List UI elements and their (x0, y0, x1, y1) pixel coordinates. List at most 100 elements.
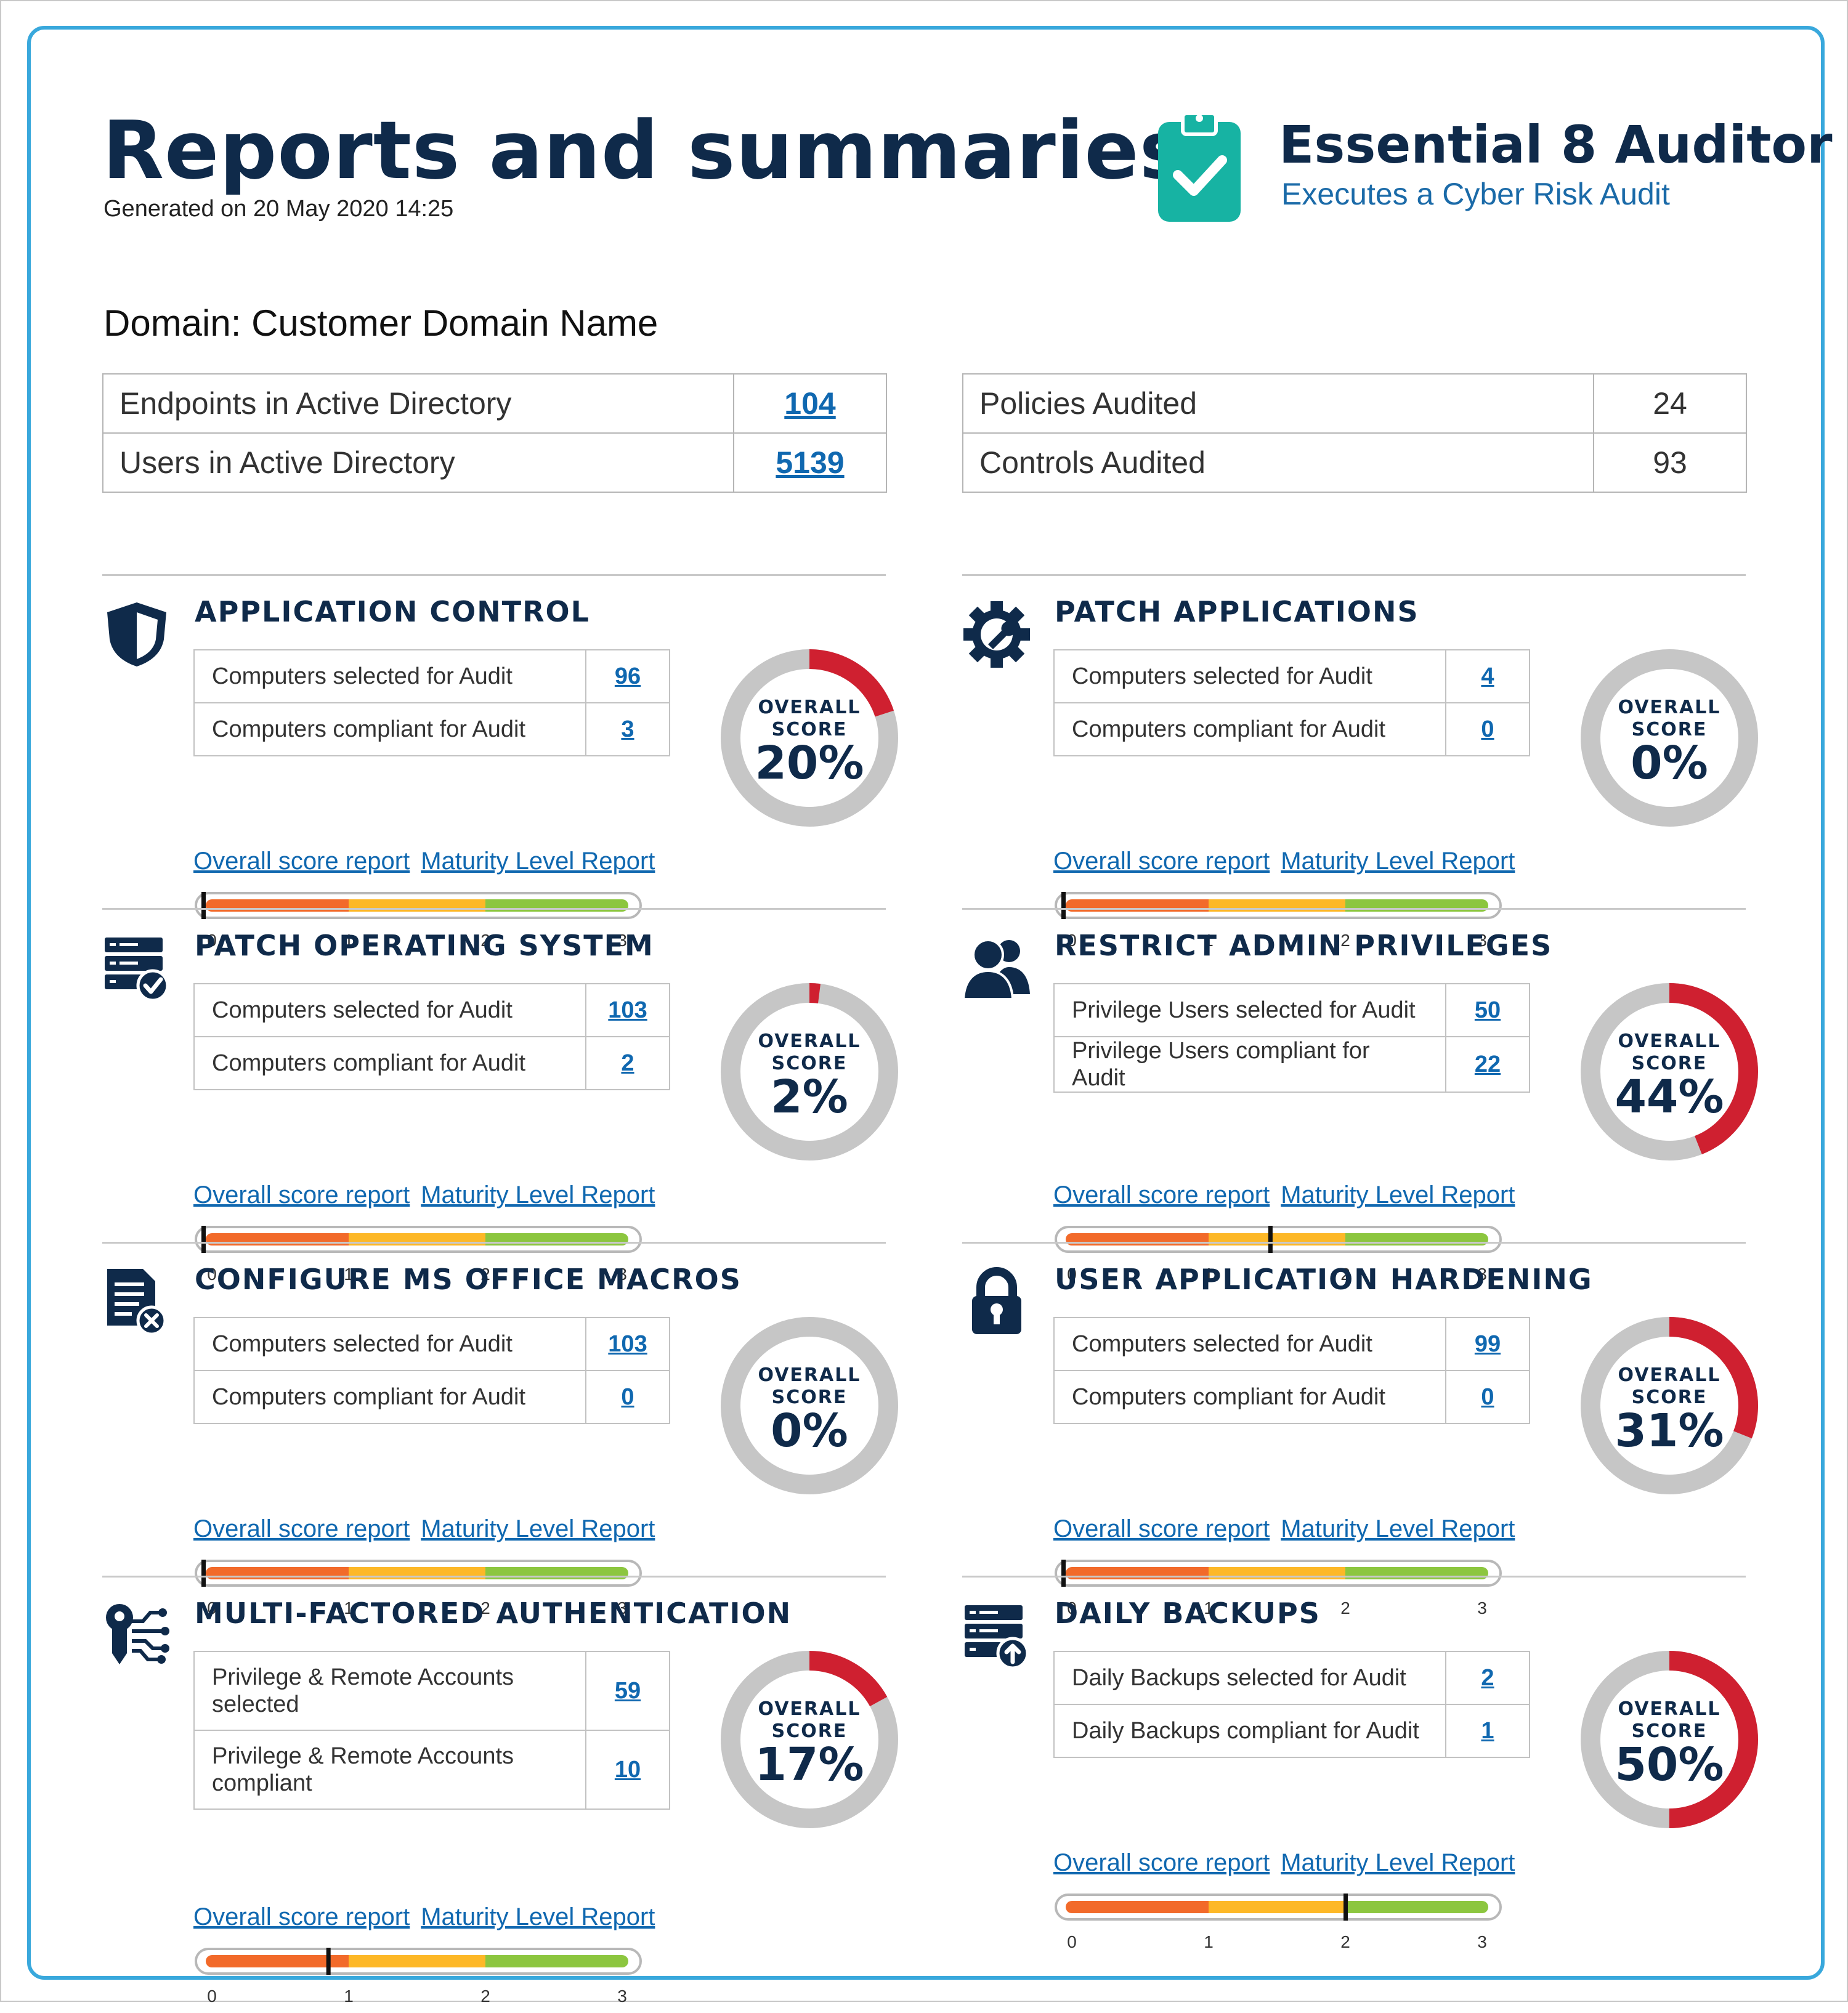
report-links: Overall score report Maturity Level Repor… (193, 1903, 666, 1931)
maturity-level-report-link[interactable]: Maturity Level Report (1281, 1181, 1515, 1209)
stats-value-link[interactable]: 99 (1474, 1331, 1501, 1357)
maturity-level-report-link[interactable]: Maturity Level Report (1281, 1849, 1515, 1876)
stats-label: Computers compliant for Audit (1053, 702, 1446, 756)
overall-score-report-link[interactable]: Overall score report (193, 1903, 410, 1930)
score-label-overall: OVERALL (1618, 697, 1721, 718)
summary-row: Users in Active Directory 5139 (102, 432, 887, 493)
section-stats-patch-applications: Computers selected for Audit 4 Computers c… (1053, 649, 1530, 756)
gauge-segment-2 (485, 899, 622, 912)
stats-value-link[interactable]: 1 (1481, 1718, 1494, 1744)
stats-value-link[interactable]: 50 (1474, 997, 1501, 1023)
gauge-cap-right (616, 1955, 628, 1967)
gauge-segment-1 (1209, 899, 1345, 912)
summary-row: Controls Audited 93 (962, 432, 1747, 493)
endpoints-count-link[interactable]: 104 (784, 386, 836, 421)
score-label-score: SCORE (772, 1053, 848, 1074)
stats-value-link[interactable]: 0 (1481, 1384, 1494, 1410)
section-stats-daily-backups: Daily Backups selected for Audit 2 Daily B… (1053, 1651, 1530, 1758)
gauge-segment-0 (212, 1567, 349, 1579)
gauge-segment-2 (485, 1233, 622, 1245)
maturity-level-report-link[interactable]: Maturity Level Report (1281, 848, 1515, 875)
maturity-level-report-link[interactable]: Maturity Level Report (1281, 1515, 1515, 1542)
gauge-segment-0 (212, 899, 349, 912)
maturity-level-report-link[interactable]: Maturity Level Report (421, 1903, 655, 1930)
gauge-segment-2 (485, 1567, 622, 1579)
stats-value-link[interactable]: 103 (608, 997, 647, 1023)
report-links: Overall score report Maturity Level Repor… (193, 848, 666, 875)
gauge-tick-label: 0 (1067, 1932, 1077, 1951)
stats-row: Daily Backups compliant for Audit 1 (1053, 1704, 1530, 1758)
overall-score-report-link[interactable]: Overall score report (1053, 848, 1270, 875)
gauge-tick-label: 1 (344, 1265, 354, 1284)
stats-value-link[interactable]: 3 (621, 716, 634, 742)
stats-label: Daily Backups selected for Audit (1053, 1651, 1446, 1705)
stats-value-link[interactable]: 2 (1481, 1665, 1494, 1691)
gauge-tick-label: 3 (617, 1598, 627, 1618)
summary-label: Users in Active Directory (102, 432, 734, 493)
gauge-tick-label: 3 (1477, 1265, 1487, 1284)
donut-track (721, 1317, 898, 1494)
gauge-tick-label: 0 (207, 1265, 217, 1284)
gauge-tick-label: 2 (1340, 1265, 1350, 1284)
stats-value-link[interactable]: 4 (1481, 663, 1494, 689)
section-stats-configure-ms-office-macros: Computers selected for Audit 103 Computers… (193, 1317, 670, 1424)
maturity-level-report-link[interactable]: Maturity Level Report (421, 1515, 655, 1542)
stats-label: Computers selected for Audit (1053, 1317, 1446, 1371)
overall-score-report-link[interactable]: Overall score report (193, 848, 410, 875)
score-value: 0% (771, 1404, 848, 1457)
gauge-cap-left (206, 1955, 218, 1967)
gauge-cap-left (206, 1567, 218, 1579)
report-links: Overall score report Maturity Level Repor… (193, 1515, 666, 1543)
page-title: Reports and summaries (102, 103, 1188, 197)
stats-value-cell: 50 (1445, 983, 1530, 1037)
lock-icon (972, 1267, 1021, 1334)
overall-score-report-link[interactable]: Overall score report (1053, 1849, 1270, 1876)
score-value: 50% (1615, 1738, 1724, 1791)
users-icon (962, 939, 1030, 1000)
gauge-segment-0 (1072, 1233, 1209, 1245)
stats-value-link[interactable]: 10 (614, 1757, 641, 1783)
gauge-cap-right (616, 1567, 628, 1579)
stats-value-cell: 4 (1445, 649, 1530, 703)
gauge-tick-label: 3 (617, 1265, 627, 1284)
overall-score-report-link[interactable]: Overall score report (1053, 1181, 1270, 1209)
gauge-tick-label: 2 (480, 1265, 490, 1284)
stats-value-link[interactable]: 0 (621, 1384, 634, 1410)
section-divider (102, 574, 886, 576)
section-divider (962, 574, 1746, 576)
overall-score-report-link[interactable]: Overall score report (1053, 1515, 1270, 1542)
summary-table-right: Policies Audited 24 Controls Audited 93 (962, 373, 1747, 493)
stats-label: Computers compliant for Audit (193, 702, 586, 756)
stats-value-link[interactable]: 22 (1474, 1051, 1501, 1077)
stats-value-link[interactable]: 96 (614, 663, 641, 689)
stats-row: Computers compliant for Audit 0 (1053, 702, 1530, 756)
stats-row: Privilege & Remote Accounts selected 59 (193, 1651, 670, 1731)
gauge-marker (1061, 892, 1066, 919)
summary-value-cell: 104 (733, 373, 887, 434)
gauge-segment-0 (212, 1233, 349, 1245)
stats-value-link[interactable]: 2 (621, 1050, 634, 1076)
score-value: 20% (755, 737, 864, 790)
section-title-patch-applications: PATCH APPLICATIONS (1055, 595, 1419, 628)
maturity-level-report-link[interactable]: Maturity Level Report (421, 848, 655, 875)
stats-value-link[interactable]: 0 (1481, 716, 1494, 742)
gauge-segment-0 (1072, 1567, 1209, 1579)
server-check-icon (105, 938, 169, 1002)
domain-heading: Domain: Customer Domain Name (103, 302, 659, 344)
stats-value-link[interactable]: 59 (614, 1678, 641, 1704)
overall-score-report-link[interactable]: Overall score report (193, 1181, 410, 1209)
stats-row: Privilege Users compliant for Audit 22 (1053, 1036, 1530, 1093)
gauge-cap-right (1476, 1901, 1488, 1913)
report-links: Overall score report Maturity Level Repor… (1053, 848, 1526, 875)
users-count-link[interactable]: 5139 (776, 445, 845, 480)
gauge-tick-label: 1 (1204, 1598, 1214, 1618)
gauge-tick-label: 3 (617, 1987, 627, 2006)
score-value: 2% (771, 1071, 848, 1124)
overall-score-report-link[interactable]: Overall score report (193, 1515, 410, 1542)
gauge-cap-right (1476, 1233, 1488, 1245)
stats-value-link[interactable]: 103 (608, 1331, 647, 1357)
maturity-level-report-link[interactable]: Maturity Level Report (421, 1181, 655, 1209)
